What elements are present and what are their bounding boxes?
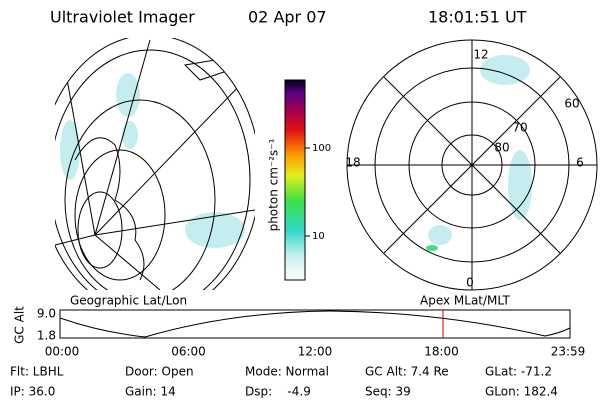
status-field: IP: 36.0 [10, 385, 55, 399]
alt-tick: 9.0 [37, 307, 56, 321]
time-tick: 18:00 [424, 345, 459, 359]
colorbar-label: photon cm⁻²s⁻¹ [267, 138, 281, 231]
status-field: Flt: LBHL [10, 365, 64, 379]
status-field: GC Alt: 7.4 Re [365, 365, 449, 379]
status-field: Door: Open [125, 365, 194, 379]
status-field: Seq: 39 [365, 385, 411, 399]
colorbar-tick: 10 [312, 231, 325, 242]
lat-label: 80 [494, 141, 509, 155]
panel-label: Apex MLat/MLT [420, 294, 510, 308]
polar-map [346, 39, 598, 291]
time-tick: 06:00 [171, 345, 206, 359]
mlt-label: 18 [345, 156, 360, 170]
status-field: GLat: -71.2 [485, 365, 552, 379]
mlt-label: 12 [473, 48, 488, 62]
time: 18:01:51 UT [428, 8, 527, 27]
lat-label: 70 [512, 121, 527, 135]
altitude-plot [59, 309, 571, 339]
time-tick: 23:59 [551, 345, 586, 359]
instrument: Ultraviolet Imager [50, 8, 195, 27]
colorbar [284, 79, 306, 281]
time-tick: 12:00 [298, 345, 333, 359]
status-field: Gain: 14 [125, 385, 176, 399]
axis-label: GC Alt [13, 306, 27, 344]
lat-label: 60 [564, 97, 579, 111]
geographic-map [55, 38, 255, 290]
status-field: Dsp: -4.9 [245, 385, 311, 399]
mlt-label: 0 [466, 276, 474, 290]
status-field: Mode: Normal [245, 365, 329, 379]
colorbar-tick: 100 [312, 143, 331, 154]
alt-tick: 1.8 [37, 329, 56, 343]
panel-label: Geographic Lat/Lon [70, 294, 187, 308]
time-tick: 00:00 [45, 345, 80, 359]
mlt-label: 6 [576, 156, 584, 170]
status-field: GLon: 182.4 [485, 385, 558, 399]
date: 02 Apr 07 [248, 8, 327, 27]
